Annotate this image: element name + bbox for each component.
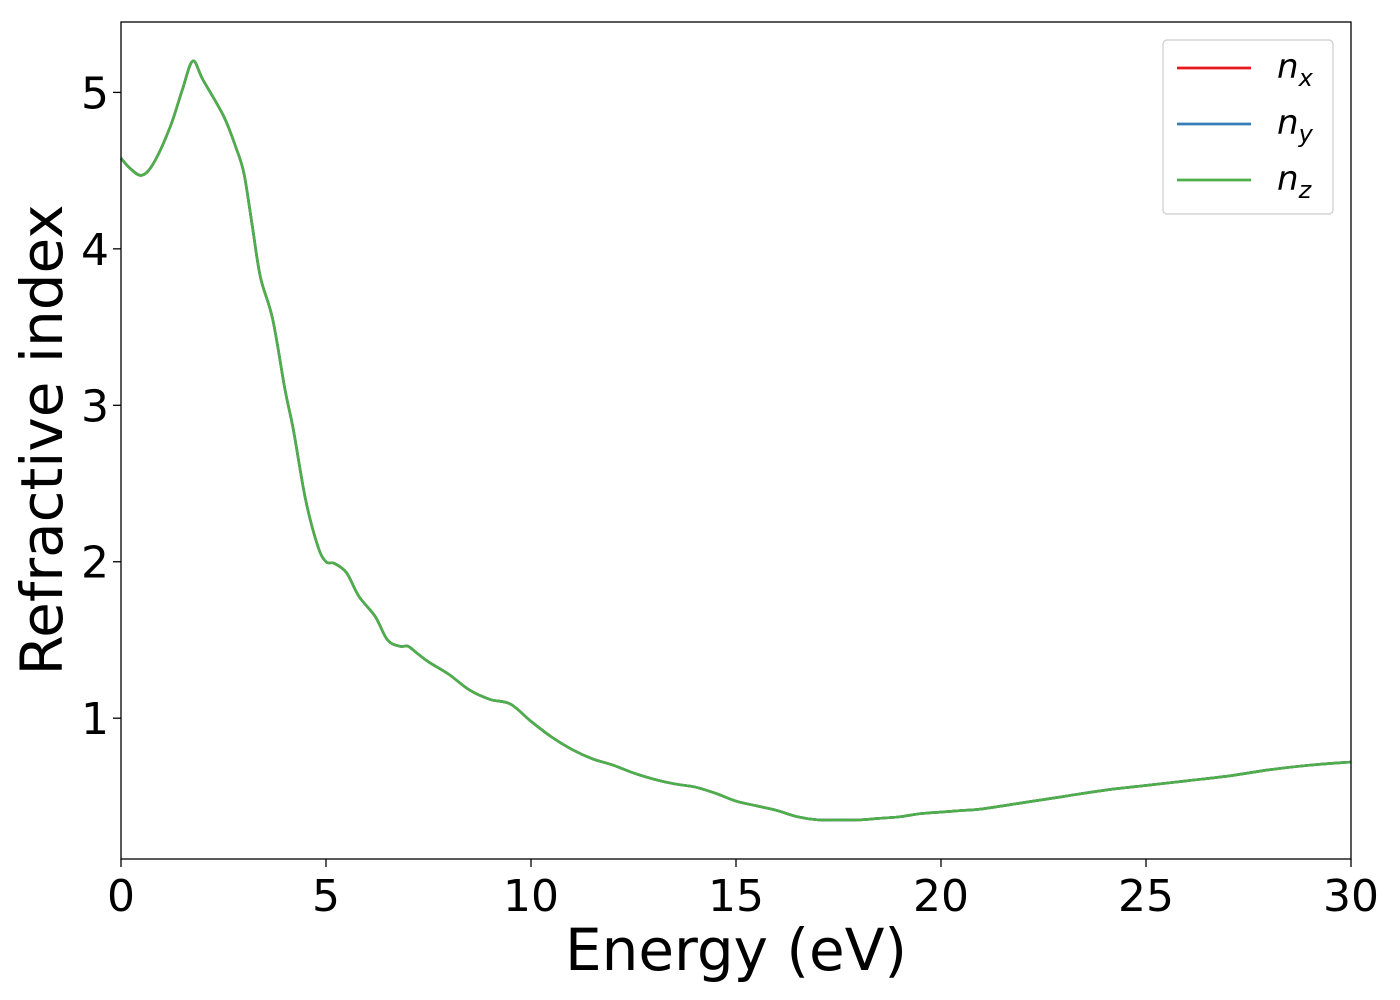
legend-label: ny (1277, 103, 1314, 148)
x-tick-label: 15 (708, 871, 764, 922)
x-axis: 0 5 10 15 20 25 30 (107, 859, 1379, 922)
x-axis-title: Energy (eV) (565, 916, 907, 984)
x-tick-label: 30 (1323, 871, 1379, 922)
x-tick-label: 10 (503, 871, 559, 922)
series-layer (119, 59, 1352, 822)
x-tick-label: 0 (107, 871, 135, 922)
x-tick-label: 5 (312, 871, 340, 922)
y-tick-label: 4 (81, 225, 109, 276)
y-tick-label: 2 (81, 538, 109, 589)
legend-label: nz (1277, 159, 1313, 204)
series-line-n_z (119, 59, 1352, 822)
legend-label: nx (1277, 47, 1314, 92)
plot-background (121, 22, 1351, 859)
y-tick-label: 3 (81, 381, 109, 432)
legend: nx ny nz (1162, 39, 1334, 215)
legend-box (1162, 39, 1334, 215)
y-tick-label: 5 (81, 68, 109, 119)
y-axis: 1 2 3 4 5 (81, 68, 121, 745)
y-axis-title: Refractive index (8, 204, 76, 675)
x-tick-label: 25 (1118, 871, 1174, 922)
x-tick-label: 20 (913, 871, 969, 922)
y-tick-label: 1 (81, 694, 109, 745)
